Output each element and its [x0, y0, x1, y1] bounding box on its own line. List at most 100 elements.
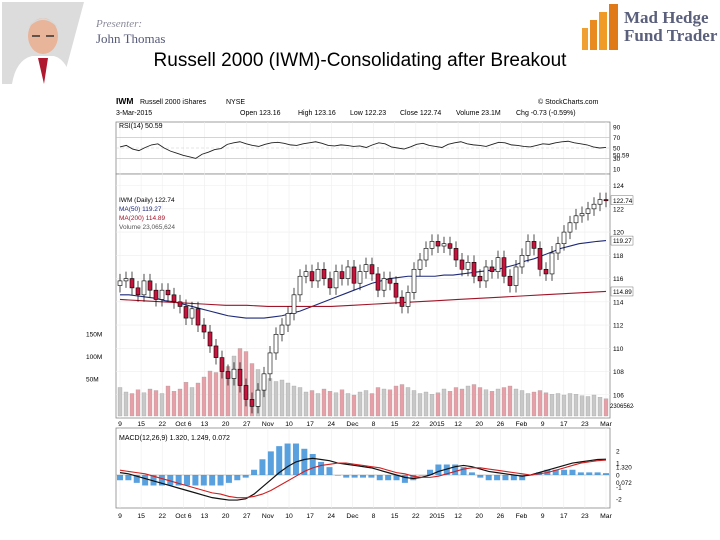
macd-histogram-bar: [468, 472, 475, 475]
macd-histogram-bar: [594, 472, 601, 475]
volume-bar: [393, 385, 399, 417]
candle-up: [363, 264, 369, 272]
macd-tick-label: 1: [616, 461, 620, 468]
x-tick-label-upper: 22: [158, 421, 166, 428]
x-tick-label-upper: 15: [391, 421, 399, 428]
candle-down: [321, 268, 327, 279]
volume-bar: [579, 395, 585, 417]
chart-source: © StockCharts.com: [538, 98, 599, 106]
volume-bar: [489, 391, 495, 417]
x-tick-label-upper: 27: [243, 421, 251, 428]
x-tick-label-lower: 17: [560, 513, 568, 520]
volume-bar: [309, 390, 315, 417]
volume-bar: [507, 385, 513, 417]
volume-bar: [129, 393, 135, 417]
change-value: Chg -0.73 (-0.59%): [516, 110, 576, 117]
macd-histogram-bar: [301, 448, 308, 475]
candle-up: [441, 243, 447, 247]
volume-tick-label: 50M: [86, 377, 99, 384]
ma50-last-label-box: [610, 235, 634, 246]
axis-labels: 907050301050.591241221201181161141121101…: [86, 125, 634, 520]
volume-bar: [573, 394, 579, 417]
x-tick-label-upper: 20: [222, 421, 230, 428]
rsi-tick-label: 50: [613, 146, 621, 153]
candle-down: [501, 257, 507, 277]
presenter-photo: [2, 2, 84, 84]
candle-up: [141, 280, 147, 296]
volume-bar: [369, 393, 375, 417]
volume-bar: [153, 390, 159, 417]
macd-histogram-bar: [276, 446, 283, 475]
x-tick-label-lower: 20: [222, 513, 230, 520]
macd-histogram-bar: [184, 475, 191, 486]
macd-histogram-bar: [117, 475, 123, 481]
volume-bar: [321, 388, 327, 417]
volume-bar: [525, 393, 531, 417]
candle-down: [219, 357, 225, 372]
candle-up: [495, 257, 501, 272]
ma50-last-label: 119.27: [613, 238, 632, 245]
macd-panel: [115, 427, 611, 509]
candle-up: [429, 241, 435, 249]
presenter-label: Presenter:: [96, 18, 143, 30]
rsi-tick-label: 90: [613, 125, 621, 132]
volume-bar: [531, 391, 537, 417]
volume-bar: [165, 385, 171, 417]
candle-down: [183, 306, 189, 319]
price-tick-label: 110: [613, 346, 624, 353]
macd-histogram-bar: [351, 475, 358, 478]
price-panel: [115, 173, 611, 419]
volume-bar: [159, 393, 165, 417]
volume-bar: [207, 370, 213, 417]
volume-bar: [387, 389, 393, 417]
x-tick-label-lower: 9: [541, 513, 545, 520]
candle-up: [117, 280, 123, 286]
chart-date: 3-Mar-2015: [116, 110, 152, 117]
chart-exchange: NYSE: [226, 99, 245, 106]
macd-histogram-bar: [452, 464, 459, 475]
volume-bar: [447, 391, 453, 417]
volume-bar: [327, 391, 333, 417]
x-tick-label-lower: 23: [581, 513, 589, 520]
candle-down: [537, 248, 543, 270]
x-tick-label-lower: 13: [201, 513, 209, 520]
candle-down: [237, 368, 243, 386]
legend-ma50: MA(50) 119.27: [119, 206, 162, 213]
price-tick-label: 112: [613, 323, 624, 330]
high-value: High 123.16: [298, 110, 336, 117]
volume-tick-label: 100M: [86, 354, 102, 361]
macd-histogram-bar: [175, 475, 182, 486]
candle-up: [549, 252, 555, 275]
volume-value: Volume 23.1M: [456, 110, 501, 117]
volume-bar: [195, 382, 201, 417]
macd-histogram-bar: [334, 475, 341, 476]
macd-histogram-bar: [401, 475, 408, 483]
x-tick-label-upper: 8: [372, 421, 376, 428]
candle-down: [477, 275, 483, 282]
macd-histogram-bar: [494, 475, 501, 481]
volume-bar: [423, 391, 429, 417]
x-tick-label-upper: 12: [454, 421, 462, 428]
candle-up: [465, 262, 471, 270]
candle-up: [345, 266, 351, 279]
rsi-tick-label: 30: [613, 156, 621, 163]
chart-symbol: IWM: [116, 96, 133, 106]
x-tick-label-upper: 17: [306, 421, 314, 428]
volume-bar: [465, 385, 471, 417]
x-tick-label-upper: Oct 6: [175, 421, 191, 428]
volume-bar: [123, 391, 129, 417]
candle-down: [201, 324, 207, 333]
volume-tick-label: 150M: [86, 332, 102, 339]
macd-histogram-bar: [318, 461, 325, 475]
volume-bar: [285, 382, 291, 417]
x-tick-label-lower: 22: [412, 513, 420, 520]
candle-up: [591, 203, 597, 210]
candle-down: [489, 266, 495, 272]
candle-up: [189, 308, 195, 319]
volume-bar: [201, 376, 207, 417]
volume-bar: [375, 387, 381, 417]
candle-down: [249, 399, 255, 407]
macd-histogram-bar: [125, 475, 132, 481]
x-tick-label-lower: 15: [137, 513, 145, 520]
volume-bar: [315, 393, 321, 417]
